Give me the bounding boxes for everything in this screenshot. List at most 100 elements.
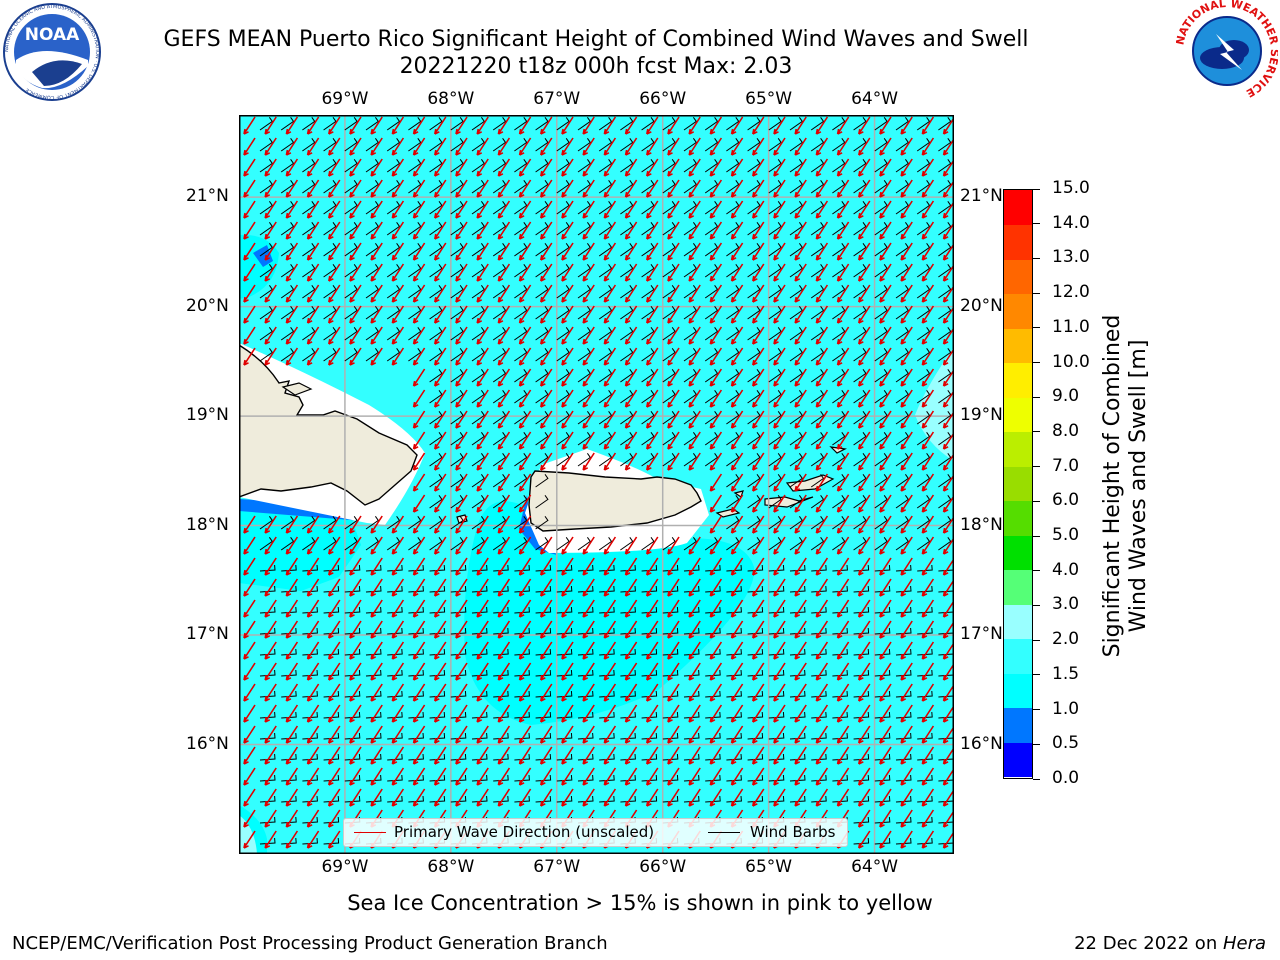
wave-direction-arrow bbox=[306, 704, 320, 723]
wave-direction-arrow bbox=[540, 746, 553, 765]
wave-direction-arrow bbox=[264, 515, 277, 534]
wind-barb bbox=[577, 774, 594, 782]
wind-barb bbox=[429, 411, 443, 425]
lat-label: 20°N bbox=[960, 295, 1003, 316]
colorbar-tick-label: 0.0 bbox=[1052, 768, 1080, 788]
wave-direction-arrow bbox=[794, 452, 807, 471]
wave-direction-arrow bbox=[243, 641, 256, 660]
wind-barb bbox=[874, 390, 888, 404]
wave-direction-arrow bbox=[434, 326, 447, 345]
wind-barb bbox=[365, 648, 382, 656]
wave-direction-arrow bbox=[752, 578, 765, 597]
wave-direction-arrow bbox=[624, 557, 638, 576]
wind-barb bbox=[811, 711, 827, 719]
wind-barb bbox=[408, 138, 422, 152]
wave-direction-arrow bbox=[858, 410, 871, 429]
wind-barb bbox=[768, 117, 782, 131]
wave-direction-arrow bbox=[412, 515, 426, 534]
wave-direction-arrow bbox=[836, 725, 850, 744]
wind-barb bbox=[471, 795, 488, 803]
wave-direction-arrow bbox=[900, 725, 913, 744]
wind-barb bbox=[705, 585, 721, 593]
wave-direction-arrow bbox=[476, 368, 489, 387]
wind-barb bbox=[598, 411, 613, 425]
us-virgin-islands bbox=[764, 496, 814, 508]
wind-barb bbox=[832, 516, 846, 530]
wind-barb bbox=[514, 264, 528, 278]
wind-barb bbox=[662, 327, 676, 341]
wind-barb bbox=[535, 243, 549, 257]
wave-direction-arrow bbox=[349, 704, 362, 723]
wave-direction-arrow bbox=[752, 221, 765, 240]
wind-barb bbox=[577, 711, 594, 719]
wave-direction-arrow bbox=[646, 557, 659, 576]
wind-barb bbox=[492, 138, 507, 152]
wind-barb bbox=[429, 627, 446, 635]
wind-barb bbox=[492, 201, 507, 215]
wave-direction-arrow bbox=[667, 305, 680, 324]
wave-direction-arrow bbox=[900, 116, 913, 135]
wave-direction-arrow bbox=[412, 452, 426, 471]
wind-barb bbox=[916, 327, 931, 341]
wave-direction-arrow bbox=[921, 683, 935, 702]
wind-barb bbox=[662, 159, 676, 173]
wind-barb bbox=[259, 327, 273, 341]
wave-direction-arrow bbox=[730, 536, 744, 555]
lat-label: 16°N bbox=[186, 733, 229, 754]
wind-barb bbox=[280, 537, 295, 551]
wind-barb bbox=[387, 732, 403, 740]
wind-barb bbox=[450, 138, 464, 152]
wind-barb bbox=[704, 159, 719, 173]
wave-direction-arrow bbox=[243, 788, 256, 807]
wave-direction-arrow bbox=[349, 536, 362, 555]
wave-direction-arrow bbox=[349, 788, 362, 807]
wave-direction-arrow bbox=[815, 683, 829, 702]
wave-direction-arrow bbox=[815, 452, 829, 471]
wind-barb bbox=[429, 753, 446, 761]
wave-direction-arrow bbox=[688, 284, 701, 303]
wave-direction-arrow bbox=[730, 746, 744, 765]
wave-direction-arrow bbox=[561, 578, 574, 597]
wave-direction-arrow bbox=[900, 242, 913, 261]
wind-barb bbox=[535, 306, 549, 320]
wind-barb bbox=[556, 369, 570, 383]
wave-direction-arrow bbox=[518, 284, 532, 303]
wind-barb bbox=[726, 495, 740, 509]
wave-direction-arrow bbox=[709, 452, 723, 471]
wave-direction-arrow bbox=[773, 620, 786, 639]
wave-direction-arrow bbox=[328, 641, 341, 660]
wave-direction-arrow bbox=[646, 116, 659, 135]
wave-direction-arrow bbox=[243, 725, 256, 744]
colorbar-tick-mark bbox=[1033, 500, 1040, 502]
wind-barb bbox=[471, 138, 485, 152]
wave-direction-arrow bbox=[709, 263, 723, 282]
wind-barb bbox=[704, 432, 719, 446]
wave-direction-arrow bbox=[921, 473, 935, 492]
wave-direction-arrow bbox=[412, 200, 426, 219]
wind-barb bbox=[810, 390, 825, 404]
wind-barb bbox=[429, 795, 446, 803]
wind-barb bbox=[726, 711, 742, 719]
wind-barb bbox=[556, 285, 570, 299]
wave-direction-arrow bbox=[328, 284, 341, 303]
wind-barb bbox=[895, 327, 909, 341]
wave-direction-arrow bbox=[391, 620, 405, 639]
wave-direction-arrow bbox=[306, 578, 320, 597]
wind-barb bbox=[874, 816, 891, 824]
wave-direction-arrow bbox=[582, 221, 595, 240]
wave-direction-arrow bbox=[412, 473, 426, 492]
wind-barb bbox=[259, 348, 273, 362]
wind-barb bbox=[810, 411, 825, 425]
wind-barb bbox=[450, 285, 464, 299]
wave-direction-arrow bbox=[518, 746, 532, 765]
wind-barb bbox=[832, 753, 848, 761]
wave-direction-arrow bbox=[730, 494, 744, 513]
wind-barb bbox=[365, 222, 379, 236]
wind-barb bbox=[281, 627, 297, 635]
wind-barb bbox=[853, 627, 870, 635]
wind-barb bbox=[853, 264, 867, 278]
wind-barb bbox=[577, 369, 591, 383]
wind-barb bbox=[874, 201, 888, 215]
wave-direction-arrow bbox=[412, 158, 426, 177]
wind-barb bbox=[450, 474, 464, 488]
